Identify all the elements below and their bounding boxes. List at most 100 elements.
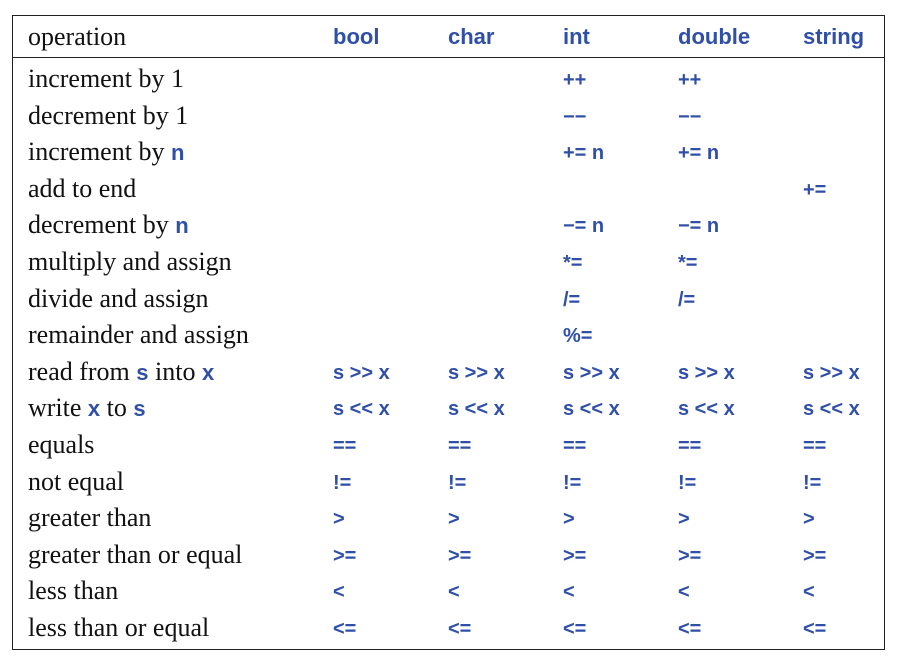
operator-cell-int: <= [563, 618, 587, 640]
operation-label: greater than or equal [28, 539, 243, 569]
operator-cell-bool: != [333, 471, 352, 494]
operation-label: equals [28, 432, 94, 458]
operator-cell-double: > [678, 508, 690, 531]
operator-cell-int: /= [563, 288, 581, 311]
operator-cell-int: s >> x [563, 361, 620, 384]
column-header-bool: bool [333, 24, 380, 49]
operator-cell-char: s >> x [448, 361, 505, 384]
operator-cell-char: == [448, 435, 472, 457]
operator-cell-int: > [563, 508, 575, 531]
operation-variable: x [201, 359, 215, 385]
operator-cell-double: s << x [678, 398, 735, 421]
operator-cell-double: *= [678, 252, 698, 274]
operator-cell-int: s << x [563, 398, 620, 421]
operator-cell-int: != [563, 471, 582, 494]
operator-cell-double: != [678, 471, 697, 494]
operator-cell-string: != [803, 471, 822, 494]
operation-label: remainder and assign [28, 322, 249, 348]
operation-variable: n [175, 213, 189, 239]
operation-text: into [148, 356, 202, 386]
column-header-string: string [803, 24, 865, 49]
operator-cell-string: == [803, 435, 827, 457]
operator-cell-bool: >= [333, 544, 357, 567]
operator-cell-double: += n [678, 142, 720, 165]
column-header-operation: operation [28, 22, 127, 51]
operator-cell-char: >= [448, 544, 472, 567]
operation-label: read from s into x [28, 356, 215, 386]
operator-cell-double: /= [678, 288, 696, 311]
column-header-int: int [563, 24, 590, 49]
operation-label: less than or equal [28, 615, 209, 641]
operator-cell-int: −= n [563, 215, 605, 238]
operator-cell-bool: > [333, 508, 345, 531]
operation-label: multiply and assign [28, 249, 232, 275]
operation-text: decrement by [28, 210, 176, 240]
operator-cell-string: >= [803, 544, 827, 567]
operation-label: write x to s [28, 395, 146, 421]
operator-cell-char: s << x [448, 398, 505, 421]
operator-cell-double: −− [678, 105, 702, 128]
operation-text: multiply and assign [28, 247, 232, 276]
operator-cell-int: %= [563, 325, 593, 348]
operation-text: divide and assign [28, 283, 209, 313]
operator-cell-int: >= [563, 544, 587, 567]
operation-variable: s [136, 359, 149, 385]
operation-text: not equal [28, 466, 125, 496]
operator-cell-int: == [563, 435, 587, 457]
operator-cell-double: < [678, 581, 690, 604]
operator-cell-double: <= [678, 618, 702, 640]
operation-label: not equal [28, 466, 125, 496]
operator-cell-bool: s << x [333, 398, 390, 421]
operation-label: less than [28, 578, 118, 604]
operation-label: greater than [28, 505, 151, 531]
operator-cell-char: < [448, 581, 460, 604]
operator-cell-string: > [803, 508, 815, 531]
operator-cell-bool: s >> x [333, 361, 390, 384]
operation-label: divide and assign [28, 283, 209, 313]
operator-cell-string: s >> x [803, 361, 860, 384]
operation-text: remainder and assign [28, 320, 249, 350]
operator-cell-string: <= [803, 618, 827, 640]
operation-text: decrement by 1 [28, 100, 189, 130]
operator-cell-int: < [563, 581, 575, 604]
operation-text: equals [28, 430, 95, 459]
operator-cell-string: s << x [803, 398, 860, 421]
operation-text: increment by [28, 137, 171, 167]
operator-cell-bool: <= [333, 618, 357, 640]
operation-text: add to end [28, 173, 137, 203]
operator-cell-bool: < [333, 581, 345, 604]
operator-cell-double: == [678, 435, 702, 457]
operation-label: increment by 1 [28, 66, 184, 92]
operation-variable: x [87, 396, 101, 422]
operator-cell-int: *= [563, 252, 583, 274]
operator-cell-string: += [803, 178, 827, 201]
operator-cell-string: < [803, 581, 815, 604]
column-header-char: char [448, 24, 495, 49]
operation-text: increment by 1 [28, 64, 184, 93]
operation-variable: s [133, 396, 146, 422]
operation-label: increment by n [28, 139, 184, 165]
operator-cell-int: ++ [563, 69, 587, 91]
column-header-double: double [678, 24, 751, 49]
operator-cell-double: −= n [678, 215, 720, 238]
header-divider [12, 57, 885, 58]
operation-label: decrement by n [28, 212, 189, 238]
operation-text: less than or equal [28, 613, 210, 642]
operation-text: greater than [28, 503, 152, 533]
table-frame [12, 15, 885, 650]
operator-cell-bool: == [333, 435, 357, 457]
operation-variable: n [170, 140, 185, 166]
operator-cell-int: −− [563, 105, 587, 128]
operation-text: greater than or equal [28, 539, 243, 569]
operation-label: add to end [28, 173, 137, 203]
operation-text: write [28, 393, 88, 423]
operation-text: less than [28, 576, 119, 606]
operator-cell-char: != [448, 471, 467, 494]
operation-label: decrement by 1 [28, 100, 189, 130]
operator-cell-double: >= [678, 544, 702, 567]
operator-cell-double: s >> x [678, 361, 735, 384]
operator-cell-int: += n [563, 142, 605, 165]
operation-text: to [100, 393, 134, 423]
operator-cell-double: ++ [678, 69, 702, 91]
operator-cell-char: <= [448, 618, 472, 640]
